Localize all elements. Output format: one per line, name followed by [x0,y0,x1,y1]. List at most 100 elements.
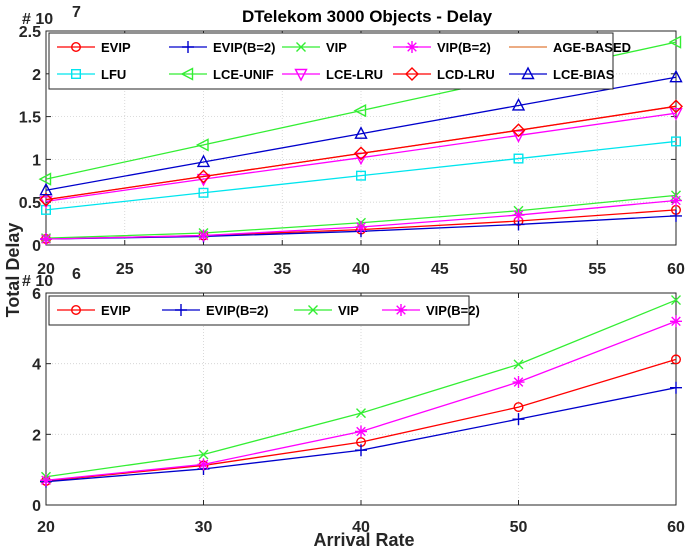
data-point-evip [671,354,682,365]
series-line-lce-lru [45,112,677,202]
legend-item-vip: VIP [282,40,347,55]
data-point-evip-b-2 [355,444,367,457]
data-point-vip-b-2 [197,458,210,471]
legend-marker [70,42,81,53]
x-tick-label: 35 [273,261,291,278]
legend-marker [70,68,81,79]
legend-label: LCE-BIAS [553,67,615,82]
x-tick-label: 40 [352,519,370,536]
panel-bottom [40,295,682,488]
legend-label: LCE-LRU [326,67,383,82]
legend-item-vip: VIP [294,303,359,318]
data-point-lce-unif [195,138,209,152]
legend-marker [296,42,306,52]
data-point-lcd-lru [39,192,53,207]
y-exponent-label: 6 [72,266,81,283]
legend-marker [521,66,535,80]
y-tick-label: 6 [32,286,41,303]
x-tick-label: 25 [116,261,134,278]
series-line-lfu [45,140,677,211]
series-line-evip [45,358,677,482]
legend-marker [182,41,194,53]
series-vip-b-2 [40,194,682,246]
legend-item-vip-b-2: VIP(B=2) [382,303,480,318]
series-lce-bias [39,69,683,196]
y-multiplier-label: # 10 [22,11,53,28]
data-point-lfu [356,170,367,181]
legend-label: LFU [101,67,126,82]
data-point-evip-b-2 [512,413,525,426]
data-point-vip-b-2 [512,209,525,222]
y-tick-label: 2 [32,427,41,444]
y-tick-label: 0.5 [19,195,41,212]
data-point-evip-b-2 [670,209,682,222]
x-tick-label: 30 [195,519,213,536]
legend-item-evip-b-2: EVIP(B=2) [162,303,269,318]
x-tick-label: 60 [667,519,685,536]
x-tick-label: 40 [352,261,370,278]
data-point-evip-b-2 [670,381,682,394]
legend-marker [294,68,308,82]
legend-item-evip: EVIP [57,40,131,55]
data-point-lcd-lru [196,169,211,184]
y-tick-label: 0 [32,238,41,255]
legend-item-age-based: AGE-BASED [509,40,631,55]
legend-label: LCD-LRU [437,67,495,82]
data-point-vip-b-2 [197,229,210,242]
data-point-lfu [671,136,682,147]
legend-marker [405,67,419,81]
legend-label: VIP [338,303,359,318]
panel-bottom-axes-box [45,292,677,506]
legend-marker [70,305,81,316]
data-point-lcd-lru [511,123,526,138]
legend-item-vip-b-2: VIP(B=2) [393,40,491,55]
legend-item-lce-bias: LCE-BIAS [509,66,615,82]
legend-label: EVIP(B=2) [206,303,269,318]
y-exponent-label: 7 [72,4,81,21]
x-tick-label: 50 [510,261,528,278]
y-tick-label: 0 [32,498,41,515]
data-point-vip-b-2 [670,315,682,328]
x-tick-label: 60 [667,261,685,278]
chart-title-top: DTelekom 3000 Objects - Delay [242,7,493,26]
data-point-lce-bias [511,97,526,111]
legend-marker [406,41,418,53]
data-point-lce-bias [354,126,368,139]
y-tick-label: 2.5 [19,24,41,41]
data-point-vip-b-2 [355,425,367,438]
x-tick-label: 20 [37,261,55,278]
data-point-vip-b-2 [670,194,682,207]
legend-marker [395,304,407,316]
legend-label: VIP [326,40,347,55]
legend-marker [175,304,187,316]
data-point-lfu [513,153,524,164]
legend-item-lcd-lru: LCD-LRU [393,67,495,82]
legend-label: EVIP [101,303,131,318]
panel-top-axes-box [45,30,677,246]
data-point-vip [671,295,681,306]
x-tick-label: 45 [431,261,449,278]
panel-top-legend: EVIP EVIP(B=2) VIP VIP(B=2) AGE-BASED LFU LCE-… [48,32,631,90]
x-tick-label: 50 [510,519,528,536]
data-point-vip-b-2 [40,474,52,487]
data-point-lce-bias [669,69,683,83]
y-multiplier-label: # 10 [22,273,53,290]
legend-marker [180,67,194,81]
legend-marker [308,305,318,315]
data-point-vip [198,449,209,460]
data-point-vip [513,359,524,370]
x-tick-label: 20 [37,519,55,536]
data-point-lfu [198,187,209,198]
series-line-lce-bias [45,76,677,191]
y-tick-label: 1.5 [19,110,41,127]
y-tick-label: 1 [32,152,41,169]
legend-item-lce-lru: LCE-LRU [282,67,383,82]
data-point-lce-unif [353,103,367,118]
series-lcd-lru [39,99,683,207]
data-point-evip [513,402,524,413]
legend-item-lce-unif: LCE-UNIF [169,67,274,82]
data-point-lce-unif [668,35,682,49]
legend-label: EVIP(B=2) [213,40,276,55]
y-tick-label: 2 [32,67,41,84]
